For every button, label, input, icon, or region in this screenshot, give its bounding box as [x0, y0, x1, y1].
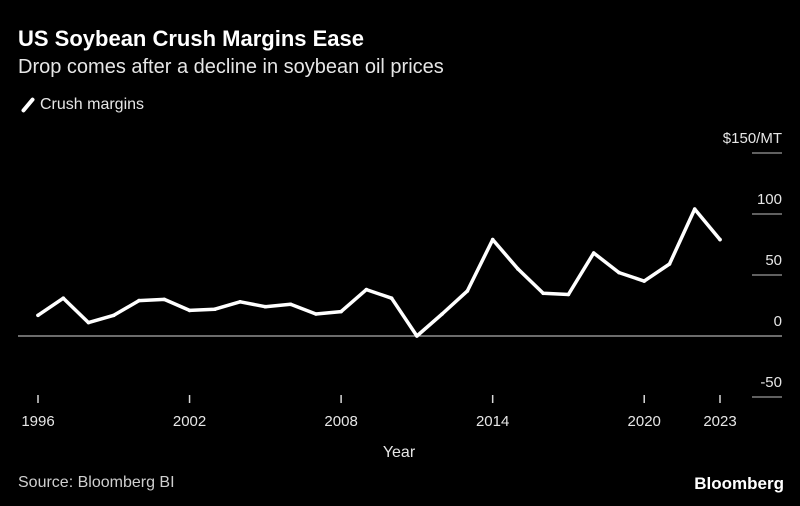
- data-point: [288, 302, 293, 307]
- source-note: Source: Bloomberg BI: [18, 474, 175, 491]
- data-point: [541, 291, 545, 296]
- data-point: [415, 334, 419, 338]
- data-point: [516, 267, 520, 271]
- data-point: [137, 298, 141, 303]
- chart-title: US Soybean Crush Margins Ease: [18, 26, 364, 51]
- data-point: [112, 313, 116, 318]
- data-point: [591, 251, 596, 255]
- data-point: [187, 308, 192, 313]
- data-point: [718, 237, 722, 242]
- data-point: [692, 207, 697, 211]
- line-chart: $150/MT 100 50 0 -50 1996 2002 2008 2014 2020 202…: [18, 130, 782, 461]
- data-point: [36, 313, 40, 318]
- data-point: [364, 287, 369, 292]
- y-tick-label: -50: [760, 374, 782, 391]
- x-axis-title: Year: [383, 444, 416, 461]
- data-point: [667, 262, 672, 266]
- data-point: [339, 309, 343, 314]
- data-point: [263, 304, 268, 309]
- data-point: [465, 289, 470, 293]
- data-point: [86, 320, 91, 325]
- plot-area: [36, 207, 722, 338]
- y-tick-label: 100: [757, 191, 782, 208]
- chart-subtitle: Drop comes after a decline in soybean oi…: [18, 56, 444, 78]
- data-point: [162, 297, 167, 302]
- data-point: [566, 292, 571, 297]
- series-line-crush-margins: [36, 207, 722, 338]
- data-point: [389, 296, 394, 301]
- y-tick-label: 50: [765, 252, 782, 269]
- bloomberg-logo: Bloomberg: [694, 474, 784, 493]
- data-point: [314, 312, 318, 316]
- legend-label: Crush margins: [40, 96, 145, 113]
- x-tick-label: 2023: [703, 413, 736, 430]
- x-tick-label: 2020: [628, 413, 661, 430]
- data-point: [238, 300, 242, 304]
- y-tick-label: 0: [774, 313, 782, 330]
- x-tick-label: 2002: [173, 413, 206, 430]
- x-tick-label: 1996: [21, 413, 54, 430]
- legend: Crush margins: [18, 96, 144, 114]
- x-axis: 1996 2002 2008 2014 2020 2023: [21, 395, 737, 430]
- data-point: [617, 270, 621, 275]
- y-axis: $150/MT 100 50 0 -50: [18, 130, 782, 398]
- x-tick-label: 2008: [324, 413, 357, 430]
- x-tick-label: 2014: [476, 413, 509, 430]
- data-point: [213, 307, 217, 312]
- y-tick-label: $150/MT: [723, 130, 782, 147]
- data-point: [490, 237, 495, 242]
- data-point: [61, 296, 66, 301]
- data-point: [642, 279, 646, 283]
- data-point: [440, 312, 444, 316]
